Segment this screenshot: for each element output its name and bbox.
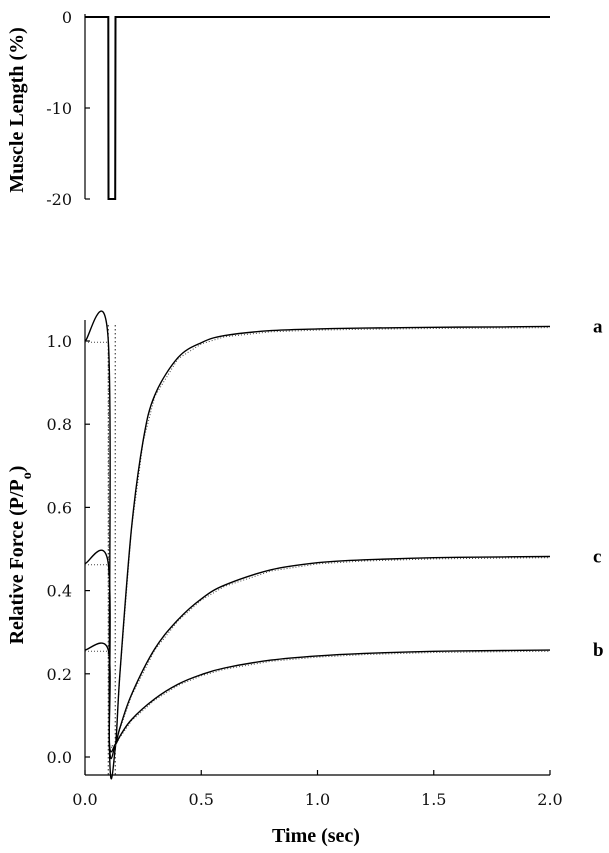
length-y-tick-label: -20 [46, 190, 72, 209]
length-y-axis-title: Muscle Length (%) [6, 27, 28, 193]
force-trace-a [84, 310, 551, 780]
force-y-tick-label: 0.2 [47, 665, 72, 684]
force-y-tick-label: 0.6 [47, 498, 72, 517]
length-y-tick-label: 0 [62, 8, 72, 27]
force-x-tick-label: 0.0 [72, 790, 97, 809]
muscle-length-panel: 0 -10 -20 Muscle Length (%) [6, 8, 550, 209]
force-x-tick-label: 2.0 [537, 790, 562, 809]
force-y-axis-title-close: ) [6, 466, 28, 473]
force-series-labels: a c b [593, 316, 604, 661]
force-trace-raw-b [85, 650, 551, 747]
force-trace-c [84, 549, 551, 760]
force-y-axis-title-main: Relative Force (P/P [6, 479, 28, 644]
force-x-ticks: 0.0 0.5 1.0 1.5 2.0 [72, 770, 563, 809]
force-x-axis-title: Time (sec) [272, 825, 360, 847]
length-y-tick-label: -10 [46, 99, 72, 118]
force-trace-b [84, 642, 551, 753]
force-x-tick-label: 1.5 [421, 790, 446, 809]
force-y-tick-label: 0.8 [47, 415, 72, 434]
length-y-ticks: 0 -10 -20 [46, 8, 90, 209]
force-series-label-b: b [593, 640, 604, 661]
force-y-tick-label: 1.0 [47, 332, 72, 351]
force-trace-raw-c [85, 557, 551, 747]
force-series-label-c: c [593, 546, 601, 567]
force-series [84, 310, 551, 780]
force-y-axis-title-sub: o [20, 472, 35, 479]
force-x-tick-label: 0.5 [189, 790, 214, 809]
stimulus-markers [107, 325, 116, 775]
relative-force-panel: 0.0 0.2 0.4 0.6 0.8 1.0 0.0 0.5 1.0 1.5 2.0 a c b R… [6, 310, 604, 847]
force-x-tick-label: 1.0 [305, 790, 330, 809]
muscle-length-trace [85, 16, 550, 200]
force-y-ticks: 0.0 0.2 0.4 0.6 0.8 1.0 [47, 332, 90, 767]
force-y-tick-label: 0.0 [47, 748, 72, 767]
force-y-tick-label: 0.4 [47, 582, 72, 601]
force-trace-raw-a [85, 327, 551, 751]
force-series-label-a: a [593, 316, 603, 337]
force-y-axis-title: Relative Force (P/Po) [6, 466, 35, 645]
